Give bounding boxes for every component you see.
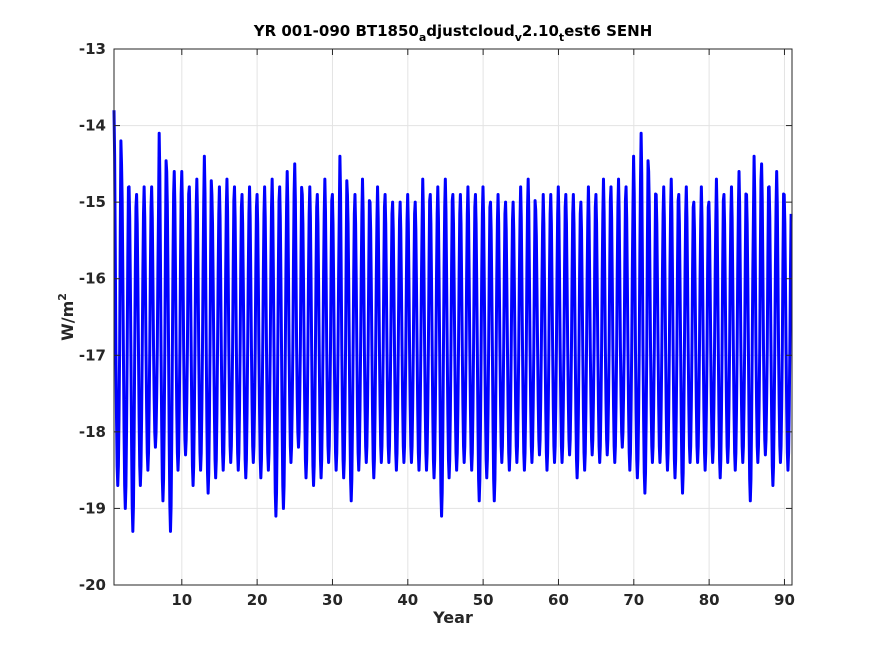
title-part-sub: v	[515, 31, 523, 44]
x-tick-label: 80	[699, 591, 720, 609]
y-tick-label: -14	[79, 117, 106, 135]
x-tick-label: 90	[774, 591, 795, 609]
y-tick-labels: -20 -19 -18 -17 -16 -15 -14 -13	[79, 40, 106, 594]
y-axis-label-base: W/m	[58, 301, 77, 341]
title-part: 2.10	[522, 22, 559, 40]
y-tick-label: -17	[79, 346, 106, 364]
x-tick-label: 60	[548, 591, 569, 609]
x-tick-label: 30	[322, 591, 343, 609]
y-tick-label: -16	[79, 270, 106, 288]
x-tick-label: 70	[623, 591, 644, 609]
y-tick-label: -18	[79, 423, 106, 441]
x-tick-label: 10	[171, 591, 192, 609]
y-tick-label: -20	[79, 576, 106, 594]
y-axis-label: W/m2	[56, 293, 77, 341]
y-axis-label-sup: 2	[56, 293, 69, 301]
ticks	[114, 48, 792, 586]
plot-frame	[113, 48, 793, 586]
title-part: djustcloud	[426, 22, 514, 40]
title-part-sub: t	[559, 31, 564, 44]
y-tick-label: -19	[79, 499, 106, 517]
y-tick-label: -15	[79, 193, 106, 211]
x-tick-labels: 10 20 30 40 50 60 70 80 90	[171, 591, 795, 609]
series-layer	[112, 110, 793, 533]
title-part: YR 001-090 BT1850	[253, 22, 419, 40]
x-tick-label: 40	[397, 591, 418, 609]
series-line	[112, 110, 793, 533]
title-part: est6 SENH	[564, 22, 652, 40]
title-part-sub: a	[419, 31, 426, 44]
x-axis-label: Year	[432, 608, 473, 627]
x-tick-label: 50	[473, 591, 494, 609]
x-tick-label: 20	[247, 591, 268, 609]
y-tick-label: -13	[79, 40, 106, 58]
chart-title: YR 001-090 BT1850adjustcloudv2.10test6 S…	[253, 22, 653, 44]
